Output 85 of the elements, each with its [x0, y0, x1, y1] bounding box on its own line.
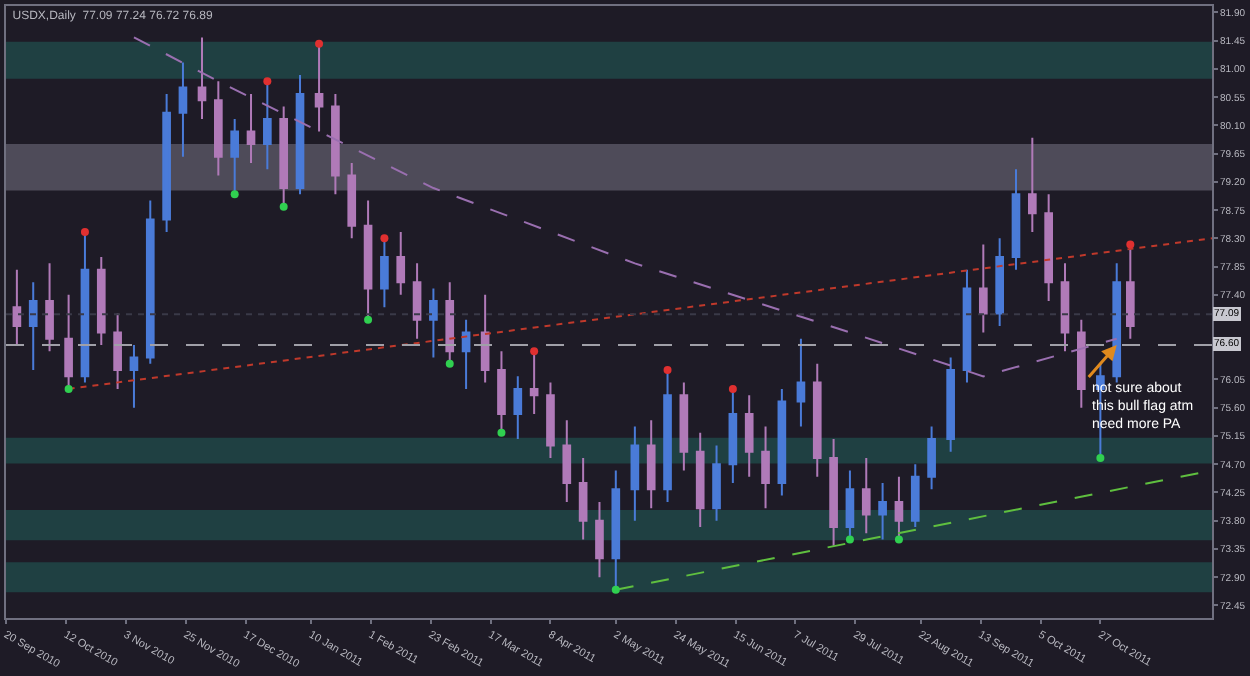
candlestick: [1060, 262, 1070, 353]
candlestick: [978, 243, 988, 334]
candlestick: [695, 431, 705, 528]
candlestick: [162, 92, 171, 233]
point: [380, 234, 389, 243]
point: [530, 347, 539, 356]
candlestick: [197, 36, 207, 120]
candlestick: [894, 475, 904, 541]
candlestick: [96, 256, 106, 346]
candlestick: [80, 230, 90, 384]
candlestick: [279, 105, 289, 208]
point: [1126, 240, 1135, 249]
candlestick: [630, 425, 640, 522]
point: [80, 227, 89, 236]
candlestick: [829, 438, 838, 547]
candlestick: [497, 350, 506, 434]
candlestick: [145, 199, 155, 365]
point: [663, 366, 672, 375]
candlestick: [611, 469, 621, 591]
candlestick: [562, 419, 572, 503]
candlestick: [461, 318, 471, 390]
candlestick: [513, 375, 523, 441]
candlestick: [178, 61, 188, 158]
point: [845, 535, 854, 544]
candlestick: [578, 456, 588, 541]
candlestick: [910, 463, 920, 528]
point: [728, 384, 737, 393]
candlestick: [995, 237, 1004, 328]
candlestick: [1011, 168, 1021, 271]
candlestick: [129, 343, 139, 409]
point: [263, 77, 272, 86]
candlestick: [1077, 318, 1086, 409]
candlestick: [380, 237, 389, 309]
point: [64, 384, 73, 393]
candlestick: [347, 161, 357, 240]
candlestick: [230, 117, 240, 196]
candlestick: [1044, 193, 1053, 303]
candlestick: [64, 293, 73, 390]
candlestick: [529, 350, 539, 415]
candlestick: [412, 262, 422, 340]
candlestick: [663, 369, 672, 503]
candlestick: [679, 381, 689, 472]
point: [279, 202, 288, 211]
candlestick: [777, 387, 787, 497]
candlestick: [1028, 136, 1037, 233]
candlestick: [429, 287, 438, 359]
candlestick: [113, 312, 122, 390]
candlestick: [12, 268, 22, 346]
candlestick: [331, 92, 340, 196]
candlestick: [214, 80, 223, 177]
candlestick: [946, 356, 955, 453]
candlestick: [45, 262, 54, 353]
candlestick: [728, 387, 738, 485]
candlestick: [712, 444, 721, 522]
candlestick: [845, 469, 855, 541]
point: [230, 190, 239, 199]
point: [894, 535, 903, 544]
candlestick: [878, 482, 887, 541]
candlestick: [396, 230, 406, 296]
point: [1096, 453, 1105, 462]
point: [611, 585, 620, 594]
point: [364, 315, 373, 324]
candlestick: [246, 92, 256, 164]
point: [315, 39, 324, 48]
candlestick: [744, 394, 754, 478]
candlestick: [28, 281, 38, 372]
candlestick: [595, 500, 604, 579]
candlestick: [812, 362, 822, 478]
candlestick: [962, 268, 972, 384]
candlestick: [927, 425, 936, 491]
candlestick: [761, 425, 770, 510]
candlestick: [796, 337, 806, 428]
candlestick: [445, 281, 455, 365]
line-series: [132, 36, 1118, 378]
candlestick: [295, 74, 305, 196]
candlestick: [480, 293, 490, 384]
point: [445, 359, 454, 368]
candlestick: [1112, 262, 1122, 384]
candlestick: [314, 42, 324, 133]
candlestick: [646, 419, 656, 510]
candlestick: [363, 199, 373, 321]
candlestick: [546, 381, 555, 459]
candlestick: [861, 456, 871, 535]
candlestick: [263, 80, 272, 171]
point: [497, 428, 506, 437]
